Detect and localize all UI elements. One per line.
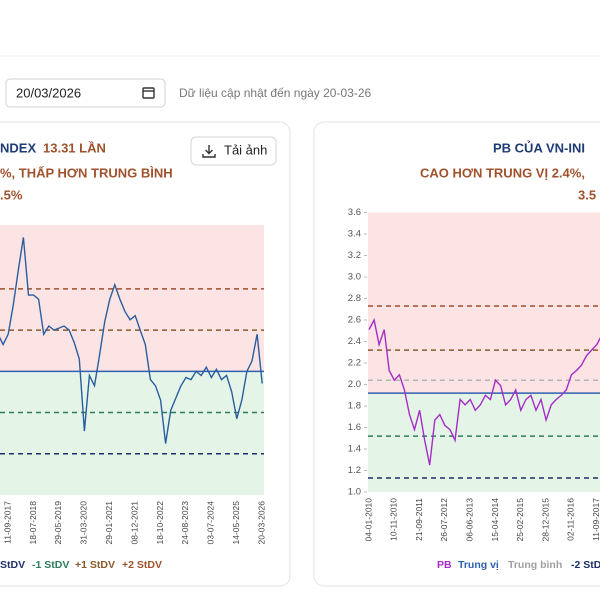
data-line	[368, 317, 600, 466]
update-note: Dữ liệu cập nhật đến ngày 20-03-26	[179, 86, 371, 100]
x-tick-label: 24-08-2023	[180, 501, 190, 545]
plot	[0, 225, 264, 495]
y-tick-label: 3.2	[348, 250, 361, 261]
date-input[interactable]	[5, 78, 166, 108]
legend-label: Trung bình	[508, 559, 562, 571]
x-tick-label: 06-06-2013	[464, 498, 474, 542]
download-label: Tải ảnh	[224, 142, 267, 157]
above-band	[368, 212, 600, 394]
chart-title: PB CỦA VN-INI	[493, 140, 585, 155]
x-tick-label: 31-03-2020	[79, 501, 89, 545]
x-tick-label: 11-09-2017	[2, 501, 12, 544]
chart-title-value: 13.31 LẦN	[43, 140, 106, 155]
x-tick-label: 25-02-2015	[515, 498, 525, 542]
x-tick-label: 29-01-2021	[104, 501, 114, 545]
x-tick-label: 18-07-2018	[28, 501, 38, 545]
y-tick-label: 1.0	[348, 487, 361, 498]
download-icon	[202, 145, 216, 158]
chart-title: NDEX	[0, 140, 36, 155]
y-tick-label: 2.4	[348, 336, 361, 347]
y-tick-label: 2.2	[348, 358, 361, 369]
x-tick-label: 03-07-2024	[206, 501, 216, 545]
chart-subtitle: 3.5	[578, 187, 596, 202]
y-tick-label: 2.6	[348, 315, 361, 326]
legend-label: +1 StDV	[75, 559, 115, 571]
x-tick-label: 20-03-2026	[256, 501, 266, 545]
plot	[368, 212, 600, 492]
below-band	[0, 371, 264, 495]
above-band	[0, 225, 264, 372]
legend-label: +2 StDV	[122, 559, 162, 571]
x-tick-label: 18-10-2022	[155, 501, 165, 545]
x-tick-label: 04-01-2010	[363, 498, 373, 542]
y-tick-label: 1.8	[348, 401, 361, 412]
download-button[interactable]	[190, 136, 277, 166]
legend-label: StDV	[0, 559, 25, 571]
y-tick-label: 1.2	[348, 465, 361, 476]
chart-subtitle: %, THẤP HƠN TRUNG BÌNH	[0, 165, 173, 180]
y-tick-label: 3.0	[348, 272, 361, 283]
x-tick-label: 14-05-2025	[231, 501, 241, 545]
legend-label: -2 StDV	[571, 559, 600, 571]
x-tick-label: 28-12-2015	[540, 498, 550, 542]
legend-label: PB	[437, 559, 452, 571]
x-tick-label: 26-07-2012	[439, 498, 449, 542]
date-value: 20/03/2026	[16, 85, 81, 100]
x-tick-label: 15-04-2014	[490, 498, 500, 542]
y-tick-label: 1.6	[348, 422, 361, 433]
legend-label: Trung vị	[458, 559, 499, 571]
data-line	[0, 237, 263, 444]
chart-subtitle: .5%	[0, 187, 23, 202]
legend-label: -1 StDV	[32, 559, 69, 571]
x-tick-label: 21-09-2011	[414, 498, 424, 541]
calendar-icon[interactable]	[142, 87, 155, 99]
y-tick-label: 2.0	[348, 379, 361, 390]
below-band	[368, 393, 600, 492]
y-tick-label: 1.4	[348, 444, 361, 455]
chart-subtitle: CAO HƠN TRUNG VỊ 2.4%,	[420, 165, 585, 180]
x-tick-label: 29-05-2019	[53, 501, 63, 545]
x-tick-label: 02-11-2016	[566, 498, 576, 541]
x-tick-label: 08-12-2021	[129, 501, 139, 545]
y-tick-label: 3.6	[348, 207, 361, 218]
x-tick-label: 11-09-2017	[591, 498, 600, 541]
x-tick-label: 10-11-2010	[389, 498, 399, 541]
y-tick-label: 2.8	[348, 293, 361, 304]
y-tick-label: 3.4	[348, 229, 361, 240]
